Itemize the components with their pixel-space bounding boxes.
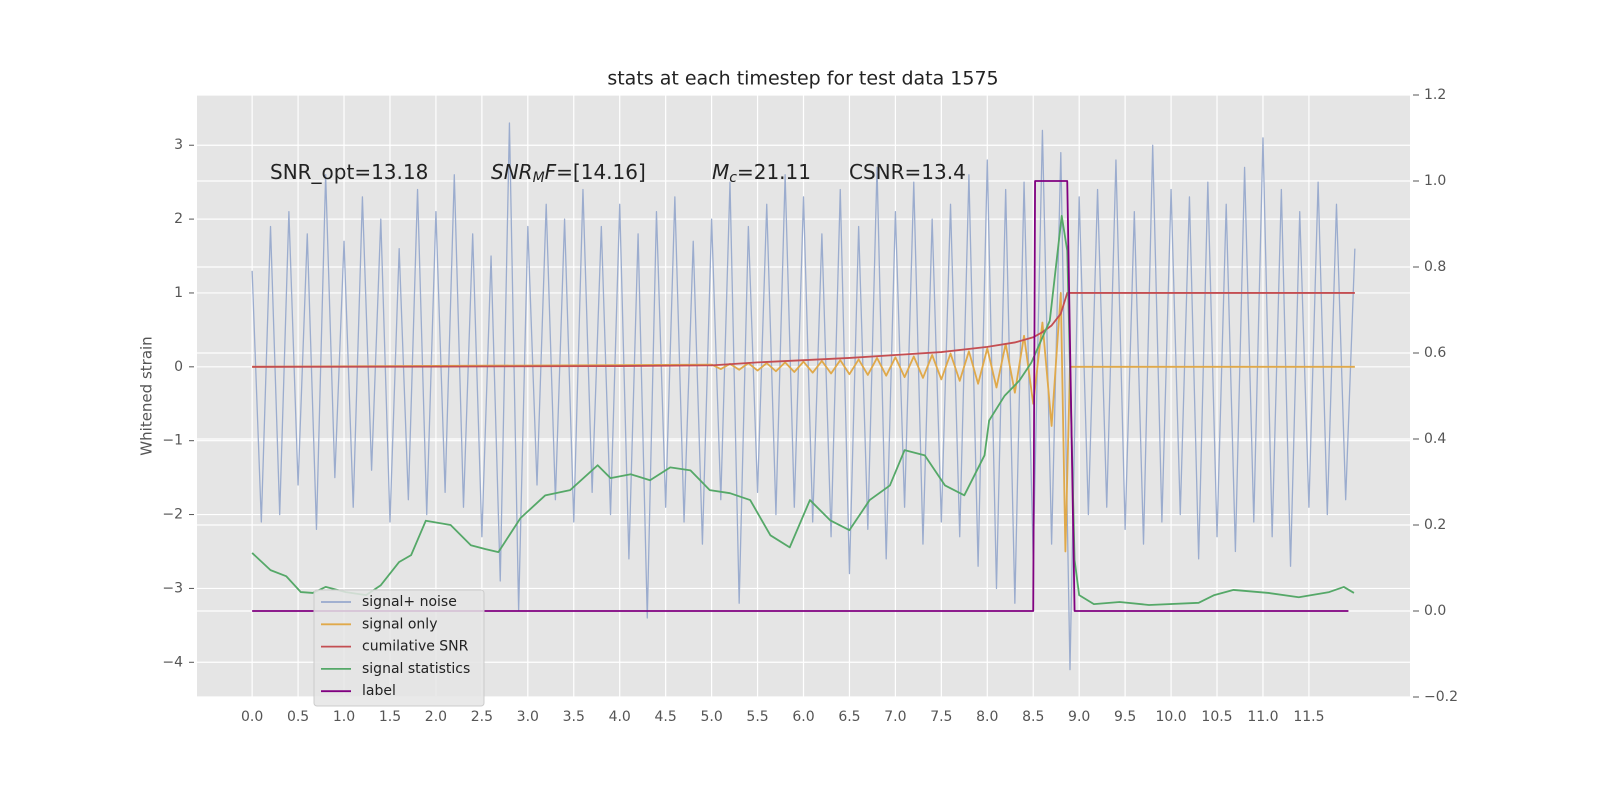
series-line	[251, 122, 1356, 671]
series-line	[252, 180, 1349, 612]
x-tick-label: 2.0	[425, 709, 447, 725]
x-tick-label: 1.0	[333, 709, 355, 725]
annotation: SNR_opt=13.18	[270, 160, 428, 184]
x-tick-label: 4.0	[609, 709, 631, 725]
legend-label: cumilative SNR	[362, 639, 469, 655]
legend-label: label	[362, 683, 396, 699]
x-tick-label: 7.0	[884, 709, 906, 725]
x-tick-label: 9.0	[1068, 709, 1090, 725]
x-tick-label: 8.0	[976, 709, 998, 725]
x-tick-label: 3.5	[563, 709, 585, 725]
y2-tick-label: 0.6	[1424, 345, 1446, 361]
x-tick-label: 11.5	[1293, 709, 1324, 725]
annotation: SNRMF=[14.16]	[491, 160, 646, 187]
series-line	[252, 292, 1355, 553]
y2-tick-label: 0.2	[1424, 517, 1446, 533]
x-tick-label: 10.0	[1155, 709, 1186, 725]
series-line	[252, 292, 1355, 368]
annotation-part: CSNR=13.4	[849, 160, 966, 184]
x-tick-label: 4.5	[655, 709, 677, 725]
y-tick-label: 1	[174, 285, 183, 301]
y2-tick-label: −0.2	[1424, 689, 1458, 705]
x-tick-label: 8.5	[1022, 709, 1044, 725]
y2-tick-label: 1.0	[1424, 173, 1446, 189]
chart-title: stats at each timestep for test data 157…	[607, 68, 998, 90]
legend-label: signal statistics	[362, 661, 470, 677]
annotation-part: =21.11	[737, 160, 811, 184]
y2-tick-label: 1.2	[1424, 87, 1446, 103]
labels-layer: 0.0 0.5 1.0 1.5 2.0 2.5 3.0 3.5 4.0 4.5 5.0 5.5 6.0 6…	[162, 87, 1458, 725]
annotation-part: SNR	[491, 160, 533, 184]
y2-tick-label: 0.4	[1424, 431, 1446, 447]
legend-label: signal only	[362, 616, 437, 632]
legend-box	[313, 589, 485, 707]
y2-tick-label: 0.0	[1424, 603, 1446, 619]
y-tick-label: −2	[162, 507, 183, 523]
y-tick-label: 2	[174, 211, 183, 227]
x-tick-label: 2.5	[471, 709, 493, 725]
y-tick-label: −3	[162, 580, 183, 596]
legend: signal+ noise signal only cumilative SNR si…	[313, 589, 485, 707]
x-tick-label: 3.0	[517, 709, 539, 725]
annotation: CSNR=13.4	[849, 160, 966, 184]
y-axis-label: Whitened strain	[138, 336, 156, 455]
annotation-part: =[14.16]	[556, 160, 646, 184]
x-tick-label: 11.0	[1247, 709, 1278, 725]
annotation-part: M	[712, 160, 729, 184]
legend-label: signal+ noise	[362, 594, 457, 610]
annotation-part: c	[729, 170, 737, 186]
y-tick-label: −4	[162, 654, 183, 670]
annotation: Mc=21.11	[712, 160, 811, 187]
x-tick-label: 0.5	[287, 709, 309, 725]
y-tick-label: 0	[174, 359, 183, 375]
x-tick-label: 0.0	[241, 709, 263, 725]
y2-tick-label: 0.8	[1424, 259, 1446, 275]
series-line	[251, 214, 1355, 606]
series-layer	[251, 122, 1356, 671]
x-tick-label: 5.0	[700, 709, 722, 725]
x-tick-label: 6.5	[838, 709, 860, 725]
x-tick-label: 5.5	[746, 709, 768, 725]
x-tick-label: 9.5	[1114, 709, 1136, 725]
annotation-part: SNR_opt=13.18	[270, 160, 428, 184]
x-tick-label: 1.5	[379, 709, 401, 725]
x-tick-label: 6.0	[792, 709, 814, 725]
grid	[197, 94, 1410, 698]
annotation-part: M	[533, 170, 545, 186]
y-tick-label: −1	[162, 433, 183, 449]
x-tick-label: 10.5	[1201, 709, 1232, 725]
x-tick-label: 7.5	[930, 709, 952, 725]
y-tick-label: 3	[174, 137, 183, 153]
annotation-part: F	[545, 160, 557, 184]
